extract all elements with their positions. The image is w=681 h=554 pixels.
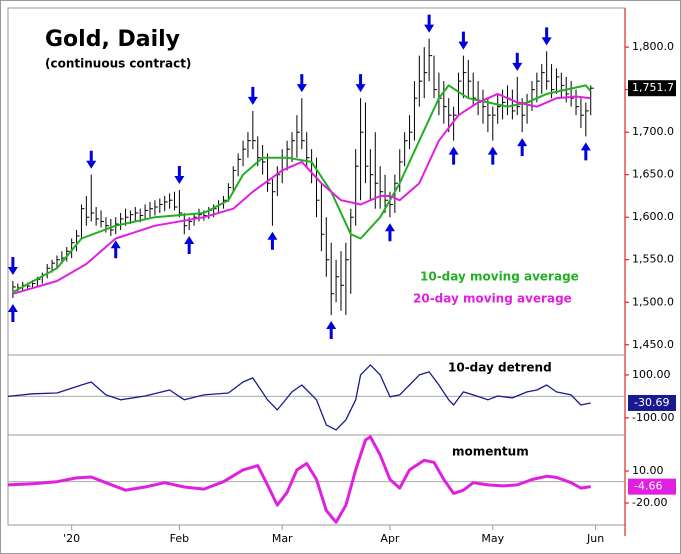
series-line (7, 364, 591, 431)
x-tick-label: Apr (380, 532, 400, 545)
last-value-box (628, 80, 676, 97)
arrow-up (110, 240, 121, 259)
y-tick-label: 100.00 (632, 368, 671, 381)
y-tick-label: 1,650.0 (632, 168, 674, 181)
y-tick-label: 1,500.0 (632, 295, 674, 308)
last-value-label: -30.69 (634, 396, 669, 409)
arrow-down (512, 52, 523, 71)
arrow-up (580, 142, 591, 161)
arrow-up (184, 235, 195, 254)
x-tick-label: Feb (170, 532, 189, 545)
x-tick-label: Mar (272, 532, 293, 545)
y-tick-label: 1,700.0 (632, 125, 674, 138)
series-line (7, 435, 591, 524)
y-tick-label: -100.00 (632, 411, 674, 424)
arrow-up (326, 321, 337, 340)
x-tick-label: Jun (586, 532, 604, 545)
legend-entry: 20-day moving average (413, 292, 572, 306)
last-value-box (628, 394, 676, 411)
panel-title: 10-day detrend (448, 361, 552, 375)
chart-title: Gold, Daily (45, 27, 180, 52)
panel-title: momentum (452, 445, 529, 459)
arrow-down (296, 74, 307, 93)
arrow-up (448, 146, 459, 165)
last-value-label: -4.66 (634, 480, 662, 493)
arrow-down (424, 14, 435, 33)
arrow-up (384, 223, 395, 242)
y-tick-label: 1,600.0 (632, 210, 674, 223)
last-value-label: 1,751.7 (632, 81, 674, 94)
x-tick-label: May (481, 532, 504, 545)
legend-entry: 10-day moving average (420, 270, 579, 284)
arrow-up (267, 231, 278, 250)
x-tick-label: '20 (63, 532, 80, 545)
arrow-down (247, 86, 258, 105)
arrow-down (86, 150, 97, 169)
y-tick-label: 1,800.0 (632, 40, 674, 53)
y-tick-label: -20.00 (632, 496, 667, 509)
arrow-up (487, 146, 498, 165)
chart-subtitle: (continuous contract) (45, 57, 191, 71)
arrow-up (517, 138, 528, 157)
arrow-down (355, 74, 366, 93)
arrow-down (174, 166, 185, 185)
arrow-down (541, 27, 552, 46)
arrow-down (7, 257, 18, 276)
arrow-down (458, 31, 469, 50)
series-line (12, 92, 591, 295)
y-tick-label: 1,550.0 (632, 253, 674, 266)
y-tick-label: 10.00 (632, 464, 664, 477)
y-tick-label: 1,450.0 (632, 338, 674, 351)
last-value-box (628, 478, 676, 495)
arrow-up (7, 304, 18, 323)
